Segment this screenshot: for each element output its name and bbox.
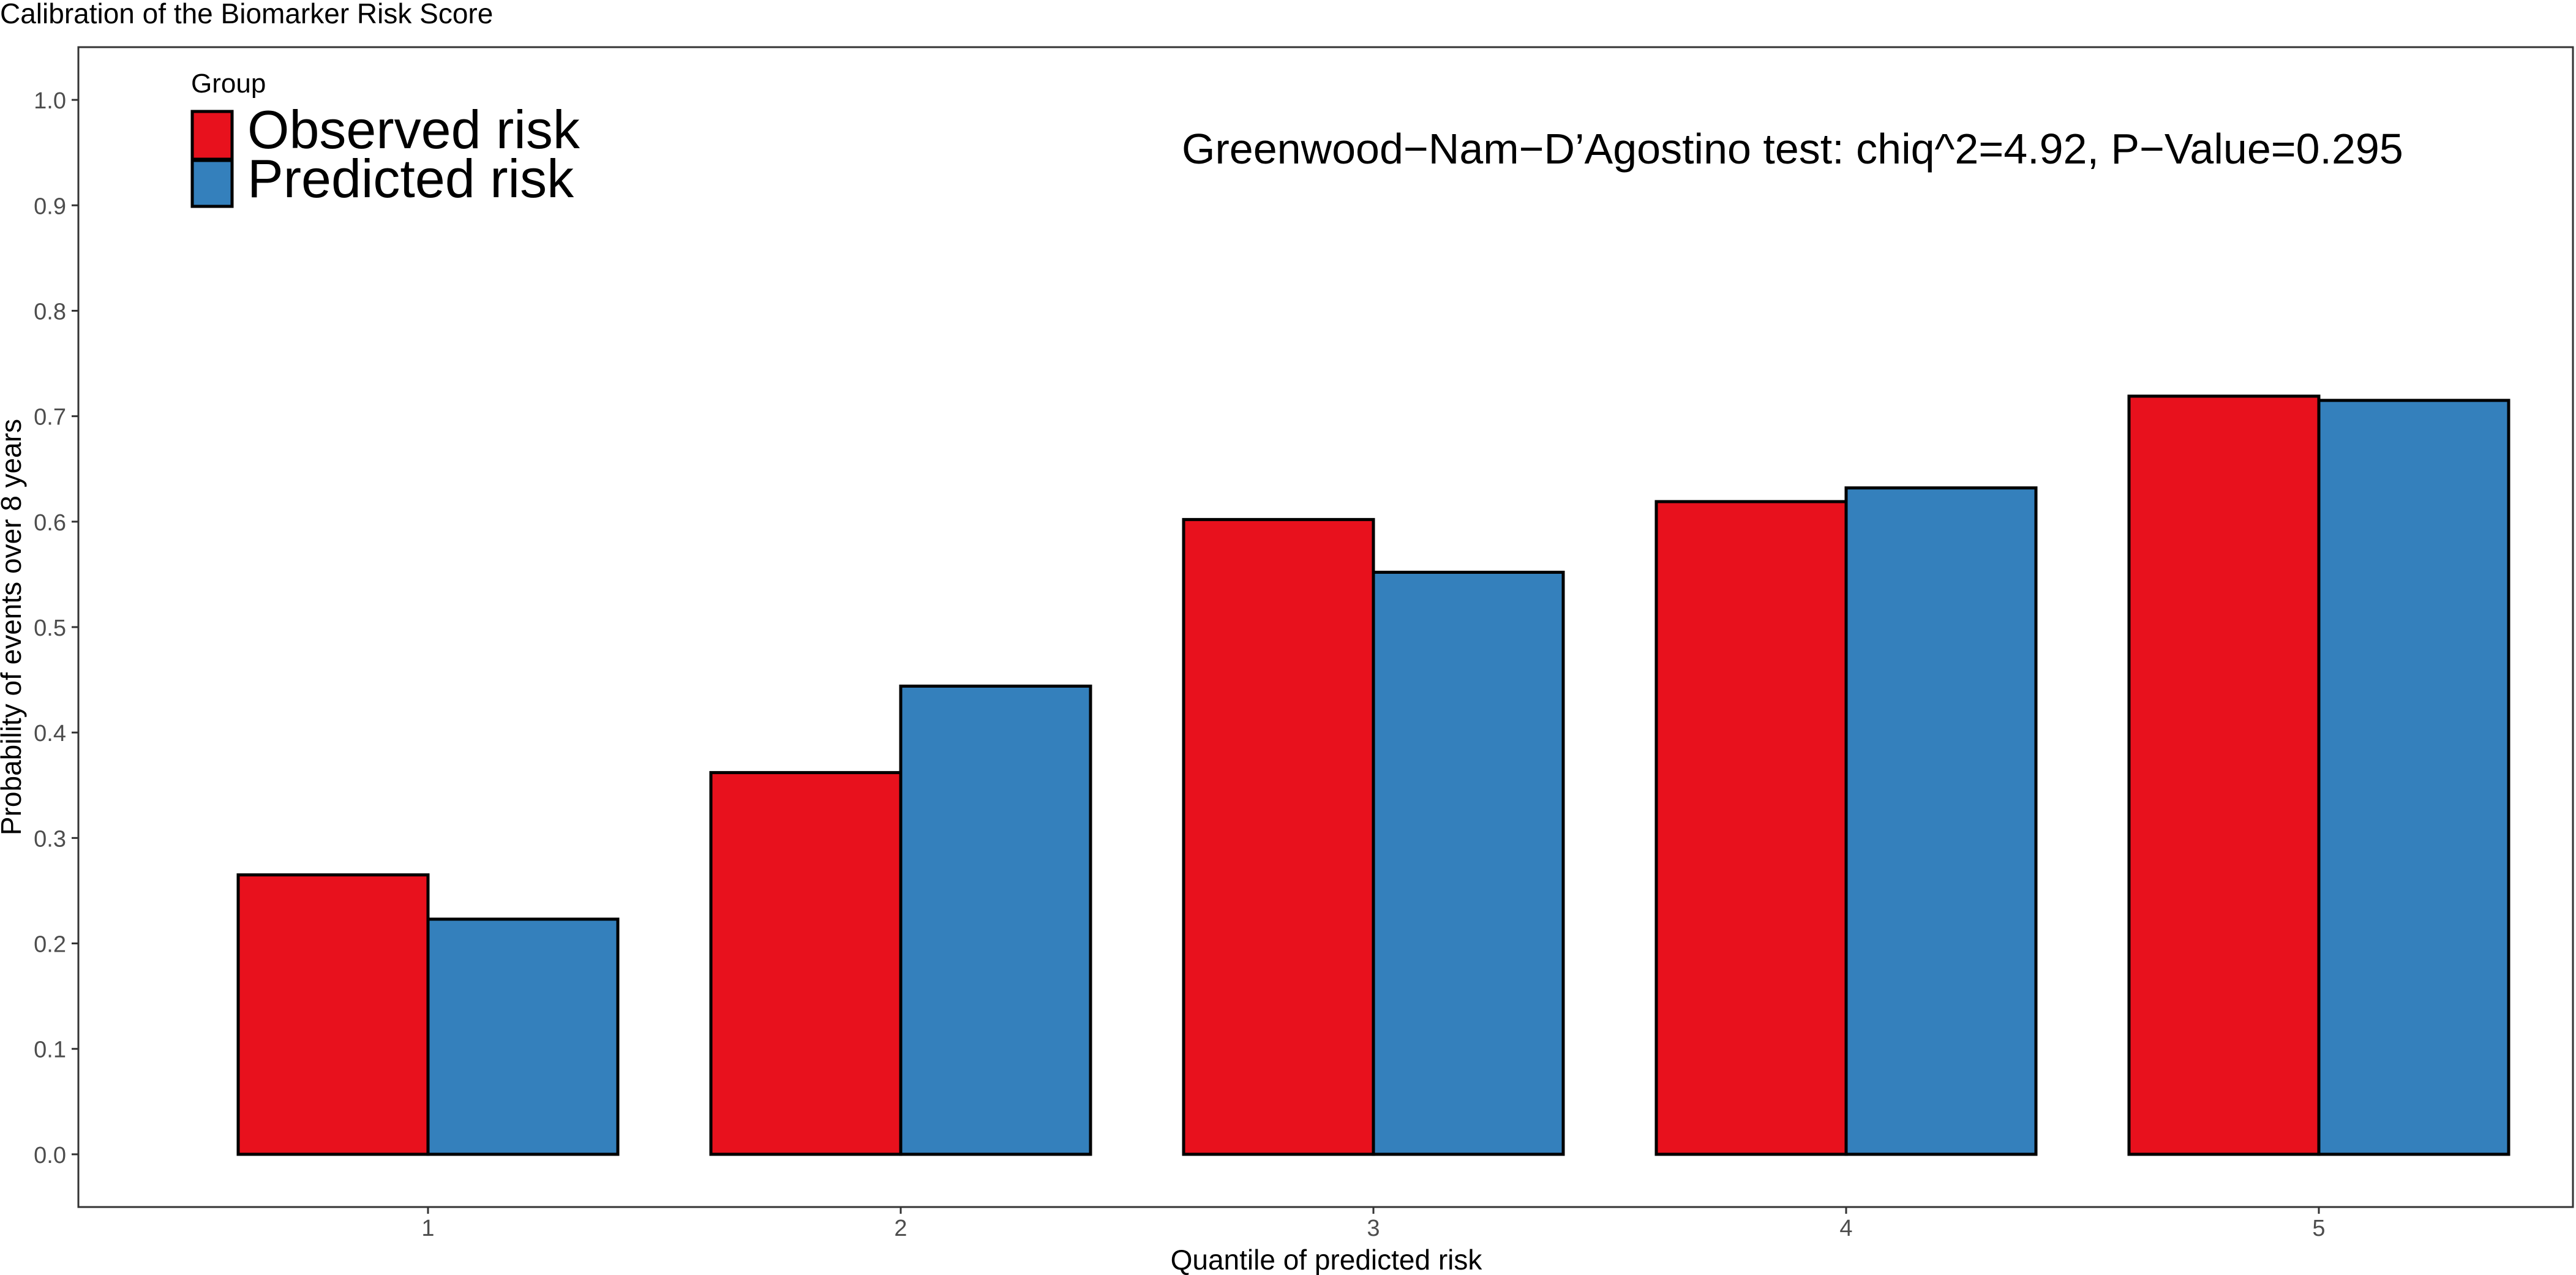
bar-observed-risk-2 (709, 771, 903, 1156)
y-tick-label: 0.9 (34, 194, 66, 219)
y-axis-title: Probability of events over 8 years (0, 419, 27, 835)
test-annotation: Greenwood−Nam−D’Agostino test: chiq^2=4.… (1182, 125, 2403, 173)
bar-predicted-risk-3 (1372, 570, 1565, 1156)
x-tick-label: 4 (1839, 1216, 1852, 1241)
bars (236, 394, 2510, 1156)
y-axis: 0.0 0.1 0.2 0.3 0.4 0.5 0.6 0.7 0.8 0.9 1.0 (34, 88, 78, 1168)
bar-observed-risk-1 (236, 873, 430, 1156)
legend-swatch-predicted-risk (190, 159, 234, 208)
bar-observed-risk-3 (1182, 517, 1375, 1156)
bar-predicted-risk-2 (899, 684, 1092, 1156)
x-tick-label: 2 (894, 1216, 907, 1241)
y-tick-label: 0.4 (34, 721, 66, 747)
y-tick-label: 0.3 (34, 826, 66, 852)
x-tick-label: 5 (2312, 1216, 2325, 1241)
y-tick-label: 0.5 (34, 615, 66, 641)
legend: Group Observed risk Predicted risk (190, 69, 580, 209)
x-tick-label: 3 (1367, 1216, 1380, 1241)
legend-label-observed-risk: Observed risk (247, 99, 580, 160)
y-tick-label: 0.1 (34, 1037, 66, 1063)
legend-title: Group (191, 69, 266, 99)
bar-predicted-risk-4 (1844, 486, 2038, 1156)
bar-predicted-risk-1 (426, 917, 620, 1156)
legend-label-predicted-risk: Predicted risk (247, 148, 574, 209)
y-tick-label: 0.2 (34, 932, 66, 958)
y-tick-label: 0.7 (34, 405, 66, 431)
legend-swatch-observed-risk (190, 110, 234, 161)
x-axis-title: Quantile of predicted risk (1171, 1244, 1483, 1275)
y-tick-label: 0.0 (34, 1143, 66, 1168)
y-tick-label: 1.0 (34, 88, 66, 114)
bar-predicted-risk-5 (2317, 399, 2510, 1156)
x-axis: 1 2 3 4 5 (421, 1207, 2326, 1241)
chart-title: Calibration of the Biomarker Risk Score (0, 0, 493, 29)
bar-observed-risk-5 (2127, 394, 2321, 1156)
bar-observed-risk-4 (1654, 500, 1848, 1156)
x-tick-label: 1 (421, 1216, 434, 1241)
y-tick-label: 0.6 (34, 510, 66, 536)
y-tick-label: 0.8 (34, 299, 66, 325)
